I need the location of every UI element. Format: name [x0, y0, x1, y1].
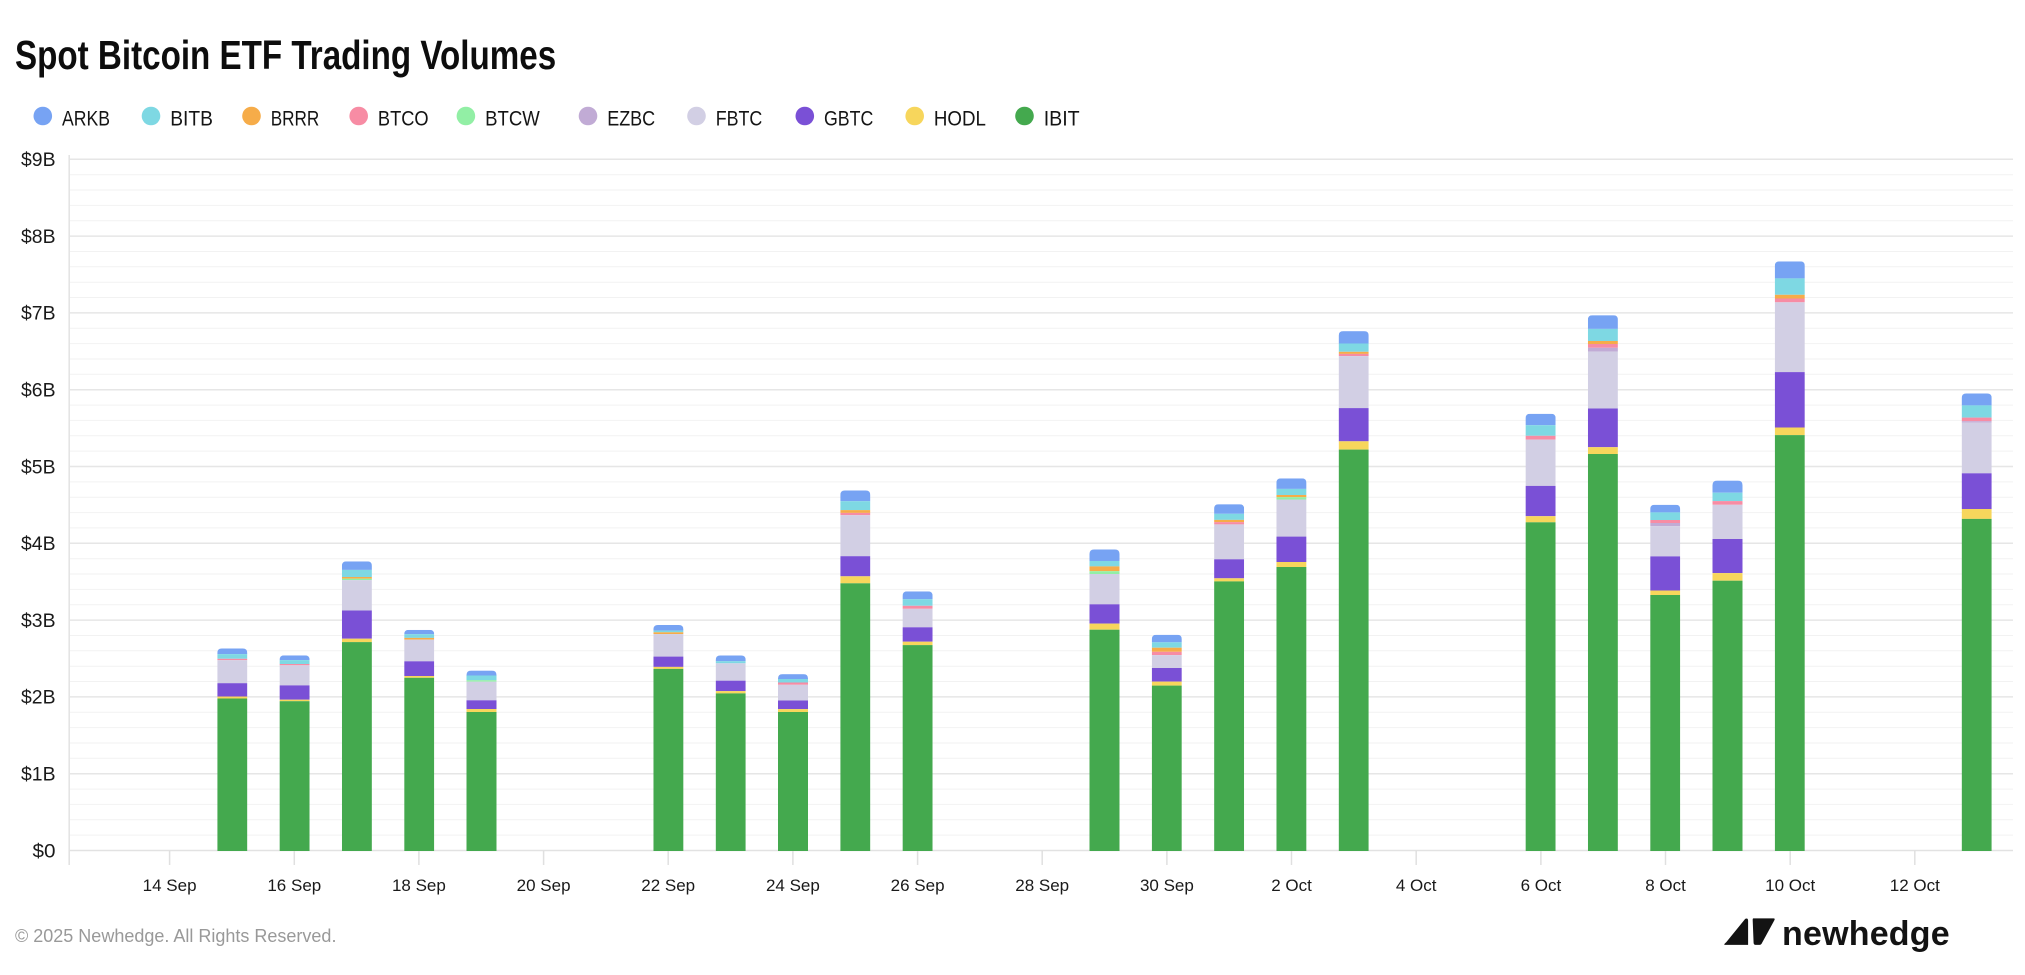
- svg-text:EZBC: EZBC: [607, 108, 655, 131]
- svg-text:2 Oct: 2 Oct: [1271, 876, 1312, 895]
- svg-text:4 Oct: 4 Oct: [1396, 876, 1437, 895]
- svg-text:16 Sep: 16 Sep: [267, 876, 321, 895]
- svg-text:HODL: HODL: [934, 108, 986, 131]
- svg-text:6 Oct: 6 Oct: [1521, 876, 1562, 895]
- svg-text:12 Oct: 12 Oct: [1890, 876, 1940, 895]
- svg-text:$3B: $3B: [21, 611, 56, 632]
- svg-text:BTCW: BTCW: [485, 108, 540, 131]
- svg-text:8 Oct: 8 Oct: [1645, 876, 1686, 895]
- svg-text:IBIT: IBIT: [1044, 108, 1080, 131]
- svg-text:$5B: $5B: [21, 457, 56, 478]
- svg-text:$2B: $2B: [21, 688, 56, 709]
- svg-text:GBTC: GBTC: [824, 108, 873, 131]
- svg-text:30 Sep: 30 Sep: [1140, 876, 1194, 895]
- svg-text:$1B: $1B: [21, 765, 56, 786]
- svg-text:ARKB: ARKB: [62, 108, 110, 131]
- svg-text:BITB: BITB: [170, 108, 213, 131]
- svg-text:FBTC: FBTC: [716, 108, 763, 131]
- svg-text:28 Sep: 28 Sep: [1015, 876, 1069, 895]
- svg-text:$4B: $4B: [21, 534, 56, 555]
- svg-text:20 Sep: 20 Sep: [517, 876, 571, 895]
- svg-text:BTCO: BTCO: [378, 108, 429, 131]
- svg-text:24 Sep: 24 Sep: [766, 876, 820, 895]
- svg-text:18 Sep: 18 Sep: [392, 876, 446, 895]
- svg-text:$0: $0: [33, 841, 56, 862]
- svg-text:14 Sep: 14 Sep: [143, 876, 197, 895]
- svg-text:$9B: $9B: [21, 150, 56, 171]
- svg-text:newhedge: newhedge: [1782, 915, 1950, 953]
- svg-text:$6B: $6B: [21, 381, 56, 402]
- svg-text:BRRR: BRRR: [271, 108, 320, 131]
- svg-text:10 Oct: 10 Oct: [1765, 876, 1815, 895]
- svg-text:$8B: $8B: [21, 227, 56, 248]
- svg-text:26 Sep: 26 Sep: [891, 876, 945, 895]
- svg-text:$7B: $7B: [21, 304, 56, 325]
- svg-text:22 Sep: 22 Sep: [641, 876, 695, 895]
